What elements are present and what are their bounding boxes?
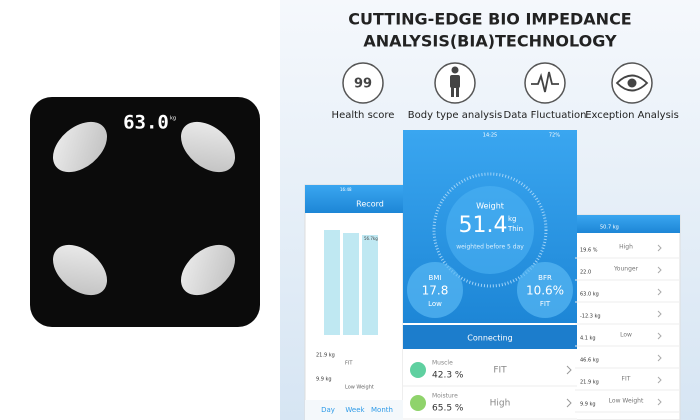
bfr-value: 10.6%	[526, 284, 564, 298]
left-phone-header	[305, 185, 403, 213]
row-value: -12.3 kg	[580, 314, 601, 320]
item-value: 9.9 kg	[316, 377, 332, 383]
row-status: Low	[620, 332, 632, 339]
chevron	[566, 365, 572, 375]
status-battery: 72%	[549, 133, 560, 139]
weight-label: Weight	[476, 202, 504, 211]
chevron	[657, 266, 662, 274]
row-value: 46.6 kg	[580, 358, 599, 364]
weight-status: Thin	[507, 225, 523, 233]
weight-ring	[432, 172, 548, 288]
weight-note: weighted before 5 day	[456, 244, 524, 251]
row-status: FIT	[622, 376, 631, 383]
chevron	[566, 398, 572, 408]
row-status: Younger	[613, 266, 639, 273]
header-weight: 50.7 kg	[600, 225, 619, 231]
weight-value: 51.4	[459, 213, 508, 238]
bfr-status: FIT	[540, 300, 551, 308]
screen-title: Record	[356, 200, 384, 209]
feature-label: Data Fluctuation	[504, 110, 587, 121]
bmi-status: Low	[428, 300, 442, 308]
bmi-circle	[407, 262, 463, 318]
scale-unit: kg	[170, 116, 176, 122]
row-value: 65.5 %	[432, 404, 464, 414]
item-status: FIT	[345, 361, 353, 367]
pulse-icon	[531, 71, 559, 93]
bar-label: 56.7kg	[364, 236, 378, 241]
row-icon	[410, 395, 426, 411]
scale-display: 63.0	[123, 112, 169, 134]
record-bars	[324, 230, 378, 335]
eye-icon	[615, 74, 649, 92]
row-status: High	[619, 244, 633, 251]
feature-label: Health score	[332, 110, 395, 121]
row-value: 9.9 kg	[580, 402, 596, 408]
right-phone	[574, 214, 681, 420]
row-icon	[410, 362, 426, 378]
title-line: CUTTING-EDGE BIO IMPEDANCE	[348, 10, 631, 29]
right-phone-header	[575, 215, 680, 233]
person-icon	[450, 66, 460, 97]
status-time: 14:25	[483, 133, 497, 139]
chevron	[657, 244, 662, 252]
feature-label: Exception Analysis	[585, 110, 679, 121]
bfr-circle	[517, 262, 573, 318]
feature-label: Body type analysis	[408, 110, 502, 121]
chevron	[657, 376, 662, 384]
tab-bar	[305, 400, 403, 420]
title-line: ANALYSIS(BIA)TECHNOLOGY	[363, 32, 617, 51]
status-time: 16:48	[340, 187, 352, 192]
connect-text: Connecting	[467, 334, 512, 343]
item-value: 21.9 kg	[316, 353, 335, 359]
row-value: 63.0 kg	[580, 292, 599, 298]
weight-unit: kg	[508, 215, 517, 223]
tab-label: Month	[371, 406, 393, 414]
bfr-label: BFR	[538, 274, 552, 282]
row-value: 22.0	[580, 270, 591, 276]
row-value: 19.6 %	[580, 248, 598, 254]
bmi-value: 17.8	[422, 284, 449, 298]
scale-pads	[52, 121, 236, 296]
tab-label: Day	[321, 406, 335, 414]
chevron	[657, 398, 662, 406]
bmi-label: BMI	[429, 274, 442, 282]
row-value: 21.9 kg	[580, 380, 599, 386]
row-name: Moisture	[432, 393, 458, 400]
item-status: Low Weight	[345, 385, 374, 391]
chevron	[657, 332, 662, 340]
connect-bar	[403, 325, 577, 349]
row-name: Muscle	[432, 360, 453, 367]
row-value: 4.1 kg	[580, 336, 596, 342]
row-status: FIT	[493, 366, 507, 376]
row-value: 42.3 %	[432, 371, 464, 381]
row-status: Low Weight	[609, 398, 644, 405]
chevron	[657, 288, 662, 296]
icon-text: 99	[354, 77, 372, 92]
tab-label: Week	[345, 406, 365, 414]
chevron	[657, 310, 662, 318]
chevron	[657, 354, 662, 362]
weight-disc	[446, 186, 534, 274]
row-status: High	[490, 399, 511, 409]
